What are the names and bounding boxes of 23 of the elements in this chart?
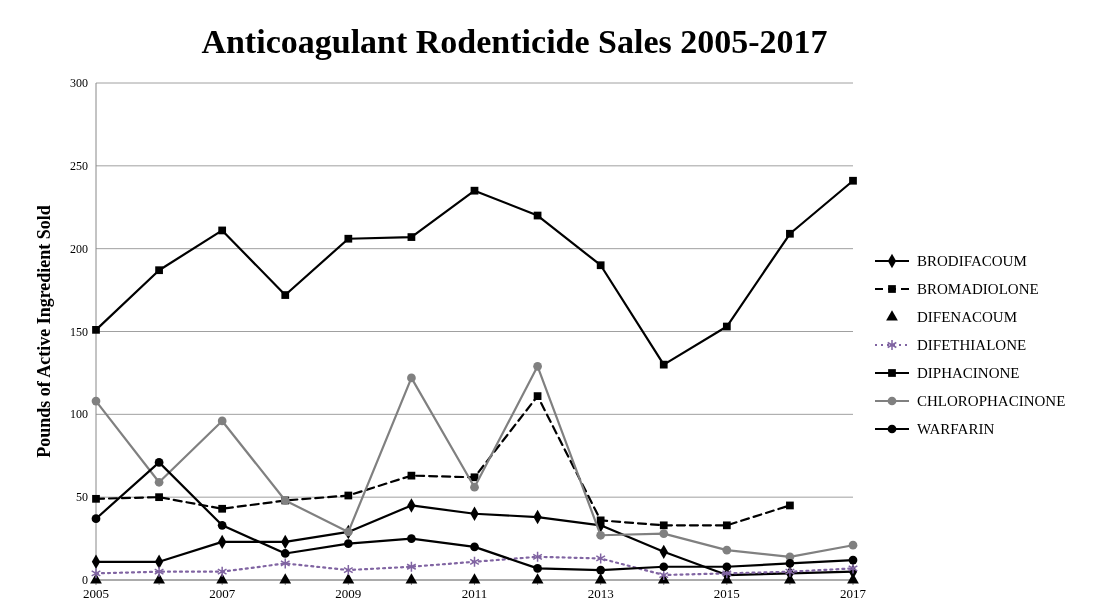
y-tick-label: 0: [82, 573, 88, 587]
y-tick-label: 200: [70, 241, 88, 256]
x-tick-label: 2015: [713, 586, 740, 601]
y-tick-label: 250: [70, 158, 88, 173]
legend-label: DIFENACOUM: [917, 309, 1018, 325]
chart-title: Anticoagulant Rodenticide Sales 2005-2017: [201, 23, 828, 60]
x-tick-label: 2013: [587, 586, 614, 601]
y-tick-label: 100: [70, 407, 88, 422]
y-tick-label: 300: [70, 76, 88, 90]
y-tick-label: 150: [70, 324, 88, 339]
y-axis-title: Pounds of Active Ingredient Sold: [34, 205, 54, 458]
y-tick-label: 50: [76, 490, 88, 505]
legend-label: DIPHACINONE: [917, 365, 1020, 381]
legend-label: DIFETHIALONE: [917, 337, 1027, 353]
x-tick-label: 2007: [209, 586, 236, 601]
legend-label: BROMADIOLONE: [917, 281, 1039, 297]
x-tick-label: 2009: [335, 586, 362, 601]
legend-label: CHLOROPHACINONE: [917, 393, 1066, 409]
x-tick-label: 2011: [461, 586, 488, 601]
x-tick-label: 2017: [840, 586, 867, 601]
legend-label: WARFARIN: [917, 421, 995, 437]
x-tick-label: 2005: [83, 586, 109, 601]
legend-label: BRODIFACOUM: [917, 253, 1027, 269]
